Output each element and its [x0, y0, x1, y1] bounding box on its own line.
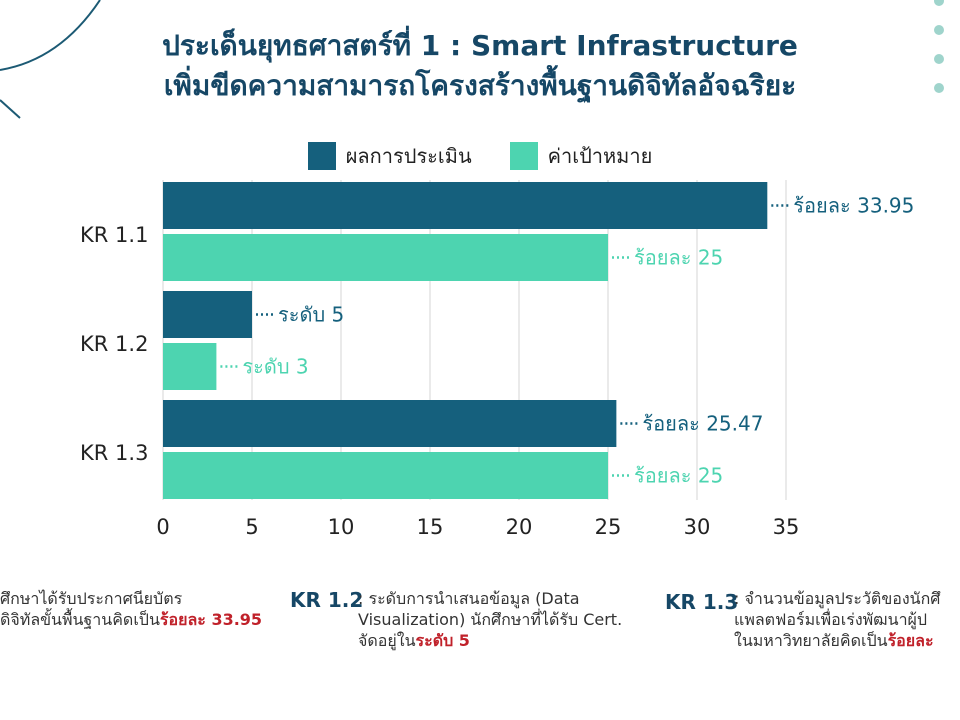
dot	[934, 25, 944, 35]
dot	[934, 83, 944, 93]
legend: ผลการประเมิน ค่าเป้าหมาย	[0, 140, 960, 172]
note-highlight: ระดับ 5	[415, 631, 470, 650]
legend-swatch-target	[509, 142, 538, 170]
note-highlight: ร้อยละ	[887, 631, 934, 650]
legend-swatch-actual	[307, 142, 336, 170]
data-label: ร้อยละ 25.47	[642, 412, 763, 436]
data-label: ร้อยละ 25	[634, 464, 723, 488]
x-tick-label: 25	[595, 515, 622, 539]
note-kr-1-3: : จำนวนข้อมูลประวัติของนักศึ แพลตฟอร์มเพื…	[734, 588, 960, 651]
legend-item-actual: ผลการประเมิน	[307, 140, 472, 172]
category-label: KR 1.1	[80, 223, 148, 247]
data-label: ร้อยละ 33.95	[793, 194, 914, 218]
bar-target	[163, 452, 608, 499]
legend-item-target: ค่าเป้าหมาย	[509, 140, 653, 172]
x-tick-label: 0	[156, 515, 169, 539]
x-tick-label: 15	[417, 515, 444, 539]
legend-label-target: ค่าเป้าหมาย	[547, 144, 653, 168]
data-label: ร้อยละ 25	[634, 246, 723, 270]
category-label: KR 1.3	[80, 441, 148, 465]
x-tick-label: 30	[684, 515, 711, 539]
legend-label-actual: ผลการประเมิน	[345, 144, 472, 168]
dot	[934, 0, 944, 6]
bar-actual	[163, 400, 617, 447]
dot-decoration	[934, 0, 948, 112]
note-kr-1-1: ศึกษาได้รับประกาศนียบัตร ดิจิทัลขั้นพื้นฐ…	[0, 588, 285, 630]
title-line-1: ประเด็นยุทธศาสตร์ที่ 1 : Smart Infrastru…	[162, 29, 798, 62]
note-highlight: ร้อยละ 33.95	[159, 610, 263, 629]
bar-target	[163, 343, 217, 390]
x-tick-label: 35	[773, 515, 800, 539]
notes-section: ศึกษาได้รับประกาศนียบัตร ดิจิทัลขั้นพื้นฐ…	[0, 588, 960, 708]
note-text: : จำนวนข้อมูลประวัติของนักศึ แพลตฟอร์มเพื…	[734, 589, 941, 650]
note-text: : ระดับการนำเสนอข้อมูล (Data Visualizatio…	[358, 589, 623, 650]
note-text: ศึกษาได้รับประกาศนียบัตร ดิจิทัลขั้นพื้นฐ…	[0, 589, 183, 629]
note-kr-1-2: : ระดับการนำเสนอข้อมูล (Data Visualizatio…	[358, 588, 658, 651]
x-tick-label: 5	[245, 515, 258, 539]
title-line-2: เพิ่มขีดความสามารถโครงสร้างพื้นฐานดิจิทั…	[163, 69, 797, 102]
data-label: ระดับ 5	[278, 303, 344, 327]
corner-decoration	[0, 0, 101, 119]
bar-actual	[163, 291, 252, 338]
bar-actual	[163, 182, 768, 229]
data-label: ระดับ 3	[242, 355, 308, 379]
bar-chart: 0 5 10 15 20 25 30 35 KR 1.1 ร้อยละ 33.95 ร้อยละ 2…	[80, 180, 914, 539]
x-tick-label: 10	[328, 515, 355, 539]
note-label-kr-1-3: KR 1.3	[665, 590, 739, 614]
x-tick-label: 20	[506, 515, 533, 539]
dot	[934, 54, 944, 64]
note-label-kr-1-2: KR 1.2	[290, 588, 364, 612]
bar-target	[163, 234, 608, 281]
category-label: KR 1.2	[80, 332, 148, 356]
